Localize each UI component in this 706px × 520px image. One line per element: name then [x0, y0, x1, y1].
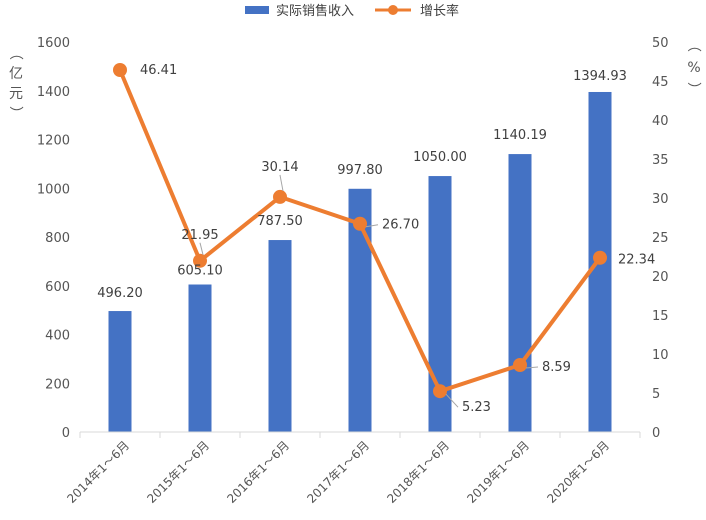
bar-data-label: 1050.00 [413, 150, 467, 165]
x-tick-label: 2016年1～6月 [224, 438, 292, 506]
y-right-ticks: 0 5 10 15 20 25 30 35 40 45 50 [652, 36, 669, 441]
legend-label-line: 增长率 [420, 3, 459, 19]
growth-point [513, 357, 527, 372]
y-left-tick-label: 600 [45, 280, 70, 295]
y-left-tick-label: 0 [62, 426, 70, 441]
y-left-axis-title: （ 亿元 ） [7, 46, 23, 120]
y-left-tick-label: 1400 [37, 85, 70, 100]
bar [108, 311, 132, 432]
y-left-tick-label: 800 [45, 231, 70, 246]
line-label-leader [445, 393, 459, 408]
bar [268, 240, 292, 432]
line-label-leader [279, 174, 284, 192]
y-right-title-char: （ [685, 38, 701, 52]
y-right-tick-label: 25 [652, 231, 669, 246]
y-right-tick-label: 10 [652, 348, 669, 363]
line-data-label: 30.14 [261, 160, 298, 175]
y-left-title-char: ） [7, 106, 23, 120]
line-data-label: 46.41 [140, 63, 177, 78]
line-data-label: 22.34 [618, 253, 655, 268]
legend-swatch-bar [245, 6, 269, 14]
y-right-title-char: ） [685, 82, 701, 96]
x-tick-label: 2018年1～6月 [384, 438, 452, 506]
x-tick-label: 2019年1～6月 [464, 438, 532, 506]
x-tick-label: 2020年1～6月 [544, 438, 612, 506]
y-left-title-char: （ [7, 46, 23, 60]
bar [428, 176, 452, 432]
y-right-tick-label: 5 [652, 387, 660, 402]
line-label-leader [365, 224, 379, 228]
y-right-tick-label: 50 [652, 36, 669, 51]
x-tick-label: 2017年1～6月 [304, 438, 372, 506]
bar-data-label: 1140.19 [493, 128, 547, 143]
y-right-title-char: % [687, 60, 700, 76]
legend-label-bar: 实际销售收入 [276, 3, 354, 19]
growth-point [593, 250, 607, 265]
line-data-label: 8.59 [542, 360, 571, 375]
y-right-axis-title: （% ） [685, 38, 701, 96]
y-right-tick-label: 0 [652, 426, 660, 441]
y-left-tick-label: 400 [45, 329, 70, 344]
y-left-title-char: 亿 [9, 66, 23, 82]
x-tick-label: 2014年1～6月 [64, 438, 132, 506]
y-right-tick-label: 45 [652, 75, 669, 90]
bar-data-label: 1394.93 [573, 69, 627, 84]
y-right-tick-label: 35 [652, 153, 669, 168]
legend: 实际销售收入 增长率 [245, 3, 459, 19]
y-left-title-char: 元 [9, 86, 23, 102]
y-left-tick-label: 200 [45, 377, 70, 392]
growth-point [353, 216, 367, 231]
bar [348, 188, 372, 432]
y-left-tick-label: 1600 [37, 36, 70, 51]
growth-point [273, 189, 287, 204]
y-left-tick-label: 1000 [37, 182, 70, 197]
growth-point [113, 63, 127, 78]
y-left-ticks: 0 200 400 600 800 1000 1200 1400 1600 [37, 36, 70, 441]
line-data-label: 21.95 [181, 228, 218, 243]
line-labels: 46.41 21.95 30.14 26.70 5.23 8.59 22.34 [140, 63, 655, 415]
bar [508, 154, 532, 433]
line-data-label: 26.70 [382, 218, 419, 233]
y-left-tick-label: 1200 [37, 134, 70, 149]
x-tick-label: 2015年1～6月 [144, 438, 212, 506]
y-right-tick-label: 30 [652, 192, 669, 207]
bar-data-label: 997.80 [337, 163, 383, 178]
bar-labels: 496.20 605.10 787.50 997.80 1050.00 1140.19 13… [97, 69, 627, 301]
x-ticks: 2014年1～6月 2015年1～6月 2016年1～6月 2017年1～6月 2018… [64, 432, 641, 506]
line-label-leader [199, 242, 204, 255]
growth-point [433, 384, 447, 399]
legend-marker-line [388, 5, 398, 15]
y-right-tick-label: 20 [652, 270, 669, 285]
line-data-label: 5.23 [462, 400, 491, 415]
growth-point [193, 253, 207, 268]
y-right-tick-label: 40 [652, 114, 669, 129]
bar-data-label: 496.20 [97, 286, 143, 301]
bar [188, 284, 212, 432]
bar-data-label: 787.50 [257, 214, 303, 229]
growth-line [113, 63, 607, 399]
line-label-leader [525, 366, 539, 369]
bar-data-label: 605.10 [177, 264, 223, 279]
y-right-tick-label: 15 [652, 309, 669, 324]
